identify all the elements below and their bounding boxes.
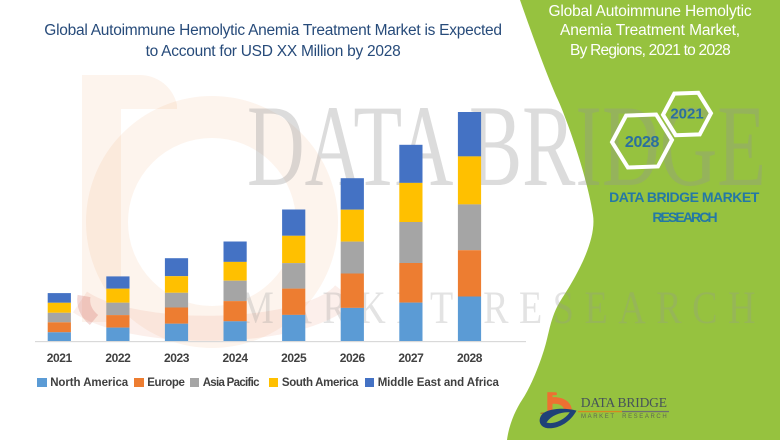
- svg-text:2028: 2028: [625, 134, 660, 151]
- svg-text:2021: 2021: [670, 106, 703, 123]
- svg-text:MARKET RESEARCH: MARKET RESEARCH: [240, 282, 766, 334]
- svg-text:DATA BRIDGE: DATA BRIDGE: [247, 82, 766, 211]
